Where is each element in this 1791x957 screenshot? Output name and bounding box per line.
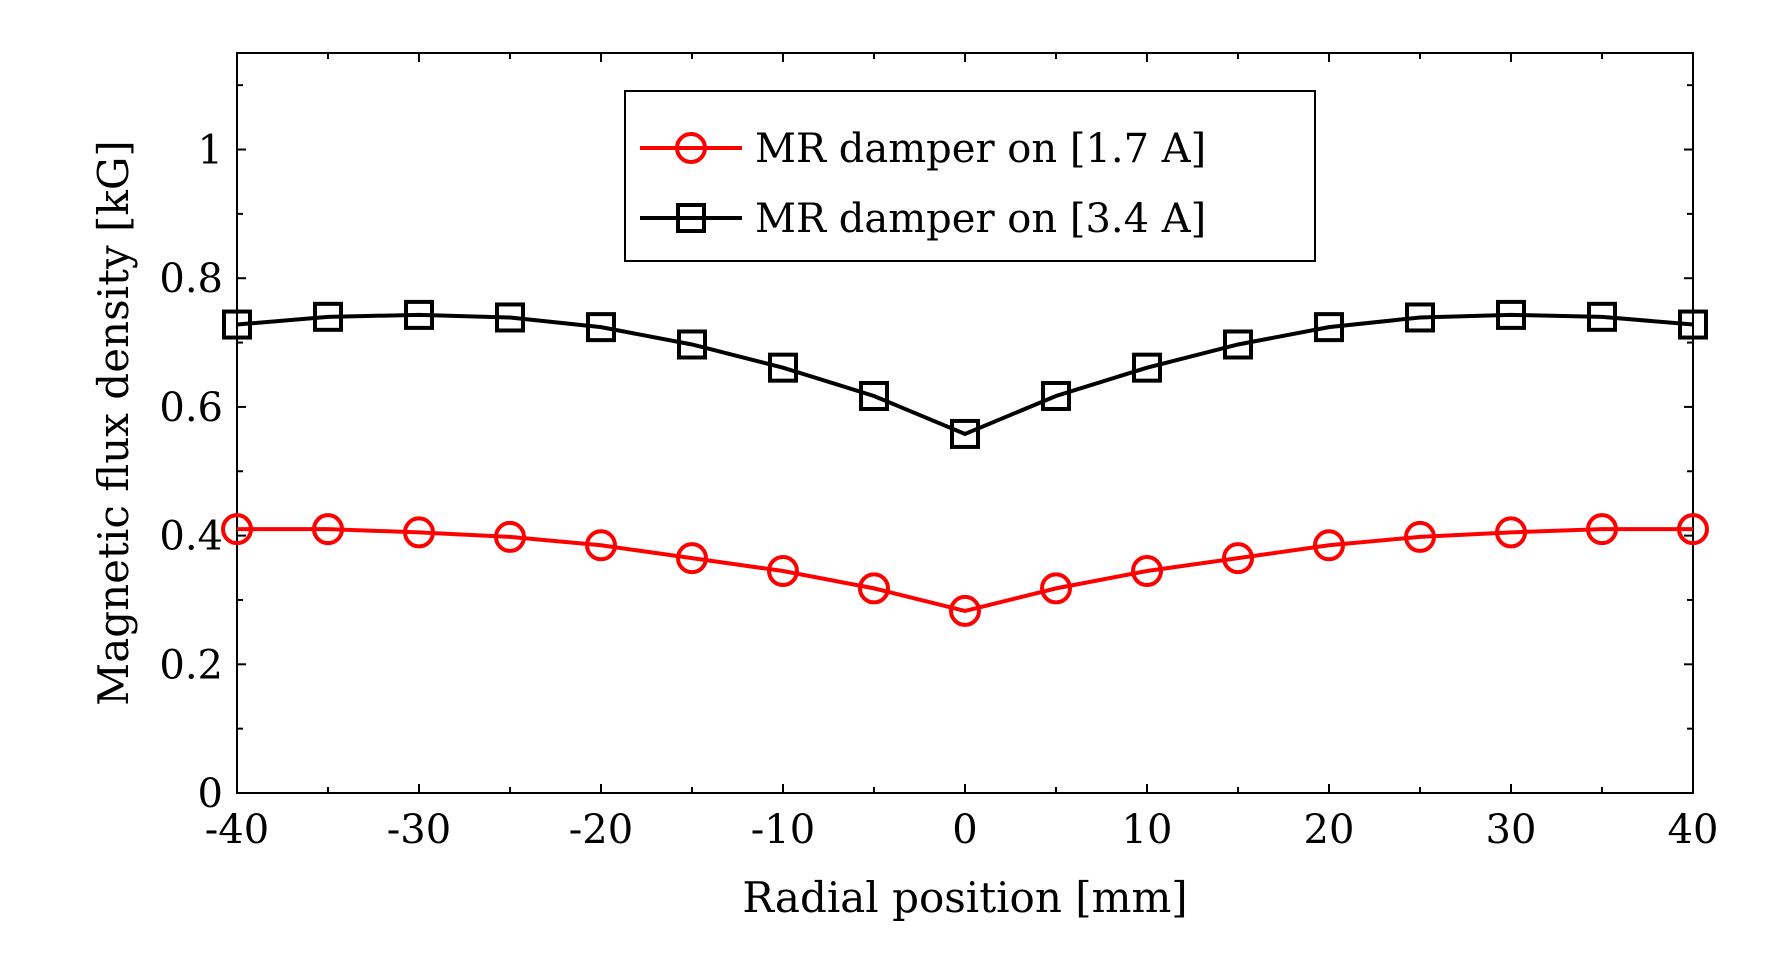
y-tick-label: 0.4 <box>159 514 223 560</box>
series-layer <box>221 299 1709 627</box>
series-2-point <box>1223 329 1253 360</box>
series-2-point <box>768 352 798 383</box>
series-2-point <box>1678 309 1708 340</box>
y-tick-label: 0.6 <box>159 385 223 431</box>
x-tick-label: 30 <box>1486 807 1537 853</box>
series-2-point <box>222 309 252 340</box>
series-1-point <box>312 513 344 546</box>
legend-marker-circle <box>675 132 707 164</box>
legend-label-1: MR damper on [1.7 A] <box>755 126 1206 172</box>
y-tick-labels: 0 0.2 0.4 0.6 0.8 1 <box>159 128 223 817</box>
x-tick-label: 40 <box>1668 807 1719 853</box>
series-1-point <box>767 555 799 587</box>
series-2-point <box>495 302 525 333</box>
x-tick-label: -40 <box>205 807 269 853</box>
y-axis-label: Magnetic flux density [kG] <box>89 140 138 706</box>
series-1-point <box>1677 513 1709 546</box>
series-2-point <box>1314 312 1344 343</box>
legend-label-2: MR damper on [3.4 A] <box>755 196 1206 242</box>
series-1-point <box>494 520 526 553</box>
y-tick-label: 0.8 <box>159 256 223 302</box>
series-2-point <box>586 312 616 343</box>
x-tick-label: -30 <box>387 807 451 853</box>
series-2-point <box>1041 380 1071 411</box>
series-1-point <box>585 529 617 562</box>
axis-ticks <box>236 53 1694 794</box>
x-tick-label: -10 <box>751 807 815 853</box>
series-1-point <box>1404 520 1436 553</box>
x-tick-label: 10 <box>1122 807 1173 853</box>
series-2-point <box>859 380 889 411</box>
series-1-point <box>1222 542 1254 575</box>
series-2-point <box>1587 301 1617 332</box>
series-1-point <box>1131 555 1163 587</box>
series-2-point <box>404 299 434 330</box>
series-1-point <box>221 513 253 546</box>
x-tick-label: 0 <box>952 807 977 853</box>
series-1-point <box>676 542 708 575</box>
legend-box <box>624 90 1316 262</box>
legend: MR damper on [1.7 A] MR damper on [3.4 A… <box>624 90 1316 262</box>
series-2-point <box>1496 299 1526 330</box>
series-2-point <box>1405 302 1435 333</box>
series-2-point <box>677 329 707 360</box>
y-tick-label: 0 <box>198 771 223 817</box>
x-tick-labels: -40 -30 -20 -10 0 10 20 30 40 <box>205 807 1719 853</box>
series-1-point <box>949 594 981 627</box>
series-2-point <box>313 301 343 332</box>
series-1-point <box>1040 572 1072 605</box>
series-1-point <box>1495 516 1527 549</box>
x-axis-label: Radial position [mm] <box>742 873 1187 922</box>
series-1-point <box>1586 513 1618 546</box>
series-1-point <box>858 572 890 605</box>
series-2-point <box>950 418 980 449</box>
series-line-2 <box>236 312 1694 437</box>
x-tick-label: 20 <box>1304 807 1355 853</box>
x-tick-label: -20 <box>569 807 633 853</box>
legend-marker-square <box>676 203 706 233</box>
series-line-1 <box>237 527 1693 613</box>
y-tick-label: 0.2 <box>159 642 223 688</box>
series-1-point <box>403 516 435 549</box>
series-1-point <box>1313 529 1345 562</box>
y-tick-label: 1 <box>198 128 223 174</box>
series-2-point <box>1132 352 1162 383</box>
